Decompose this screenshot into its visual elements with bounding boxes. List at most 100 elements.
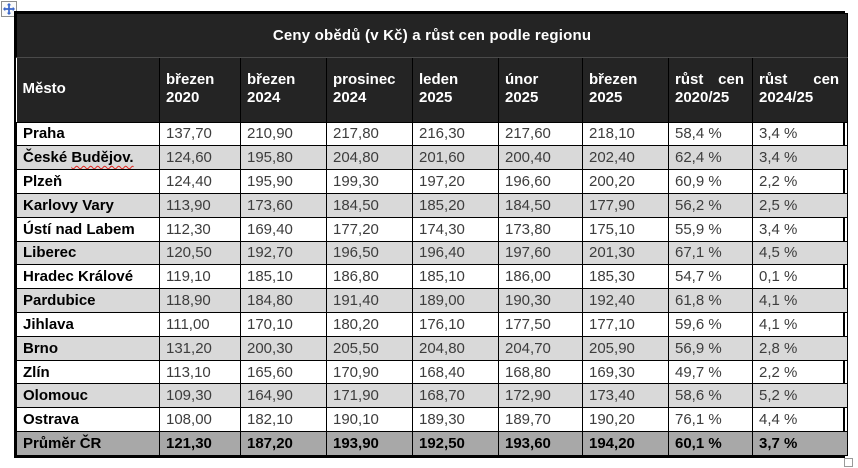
value-cell[interactable]: 174,30 bbox=[412, 216, 499, 242]
value-cell[interactable]: 170,90 bbox=[326, 359, 413, 385]
value-cell[interactable]: 190,20 bbox=[582, 407, 669, 433]
value-cell[interactable]: 2,2 % bbox=[751, 359, 849, 385]
city-cell[interactable]: Ostrava bbox=[16, 407, 160, 433]
value-cell[interactable]: 3,7 % bbox=[751, 431, 849, 456]
city-cell[interactable]: Hradec Králové bbox=[16, 264, 160, 290]
value-cell[interactable]: 109,30 bbox=[159, 383, 241, 409]
value-cell[interactable]: 192,50 bbox=[412, 431, 499, 456]
city-cell[interactable]: Brno bbox=[16, 335, 160, 361]
value-cell[interactable]: 218,10 bbox=[582, 121, 669, 147]
city-cell[interactable]: Zlín bbox=[16, 359, 160, 385]
value-cell[interactable]: 193,60 bbox=[498, 431, 583, 456]
value-cell[interactable]: 196,60 bbox=[498, 169, 583, 194]
value-cell[interactable]: 3,4 % bbox=[751, 121, 849, 147]
value-cell[interactable]: 2,8 % bbox=[751, 335, 849, 361]
value-cell[interactable]: 192,40 bbox=[582, 288, 669, 313]
value-cell[interactable]: 4,1 % bbox=[751, 288, 849, 313]
value-cell[interactable]: 177,50 bbox=[498, 312, 583, 337]
value-cell[interactable]: 190,30 bbox=[498, 288, 583, 313]
value-cell[interactable]: 168,70 bbox=[412, 383, 499, 409]
value-cell[interactable]: 200,20 bbox=[582, 169, 669, 194]
value-cell[interactable]: 194,20 bbox=[582, 431, 669, 456]
value-cell[interactable]: 113,90 bbox=[159, 192, 241, 218]
value-cell[interactable]: 185,10 bbox=[240, 264, 327, 290]
value-cell[interactable]: 217,60 bbox=[498, 121, 583, 147]
value-cell[interactable]: 124,40 bbox=[159, 169, 241, 194]
value-cell[interactable]: 185,30 bbox=[582, 264, 669, 290]
value-cell[interactable]: 189,30 bbox=[412, 407, 499, 433]
column-header-brezen-2025[interactable]: březen 2025 bbox=[582, 56, 669, 123]
value-cell[interactable]: 112,30 bbox=[159, 216, 241, 242]
city-cell[interactable]: Ústí nad Labem bbox=[16, 216, 160, 242]
value-cell[interactable]: 168,80 bbox=[498, 359, 583, 385]
value-cell[interactable]: 2,2 % bbox=[751, 169, 849, 194]
value-cell[interactable]: 204,70 bbox=[498, 335, 583, 361]
value-cell[interactable]: 164,90 bbox=[240, 383, 327, 409]
value-cell[interactable]: 171,90 bbox=[326, 383, 413, 409]
value-cell[interactable]: 4,1 % bbox=[751, 312, 849, 337]
value-cell[interactable]: 56,2 % bbox=[668, 192, 753, 218]
value-cell[interactable]: 200,30 bbox=[240, 335, 327, 361]
value-cell[interactable]: 176,10 bbox=[412, 312, 499, 337]
city-cell[interactable]: Praha bbox=[16, 121, 160, 147]
value-cell[interactable]: 170,10 bbox=[240, 312, 327, 337]
city-cell[interactable]: Karlovy Vary bbox=[16, 192, 160, 218]
value-cell[interactable]: 185,20 bbox=[412, 192, 499, 218]
city-cell[interactable]: Průměr ČR bbox=[16, 431, 160, 456]
value-cell[interactable]: 210,90 bbox=[240, 121, 327, 147]
city-cell[interactable]: Jihlava bbox=[16, 312, 160, 337]
value-cell[interactable]: 186,80 bbox=[326, 264, 413, 290]
value-cell[interactable]: 201,30 bbox=[582, 240, 669, 266]
value-cell[interactable]: 204,80 bbox=[326, 145, 413, 171]
column-header-brezen-2024[interactable]: březen 2024 bbox=[240, 56, 327, 123]
value-cell[interactable]: 0,1 % bbox=[751, 264, 849, 290]
value-cell[interactable]: 3,4 % bbox=[751, 145, 849, 171]
value-cell[interactable]: 173,40 bbox=[582, 383, 669, 409]
value-cell[interactable]: 169,40 bbox=[240, 216, 327, 242]
value-cell[interactable]: 62,4 % bbox=[668, 145, 753, 171]
value-cell[interactable]: 184,50 bbox=[326, 192, 413, 218]
value-cell[interactable]: 182,10 bbox=[240, 407, 327, 433]
column-header-unor-2025[interactable]: únor 2025 bbox=[498, 56, 583, 123]
value-cell[interactable]: 216,30 bbox=[412, 121, 499, 147]
value-cell[interactable]: 108,00 bbox=[159, 407, 241, 433]
value-cell[interactable]: 175,10 bbox=[582, 216, 669, 242]
value-cell[interactable]: 199,30 bbox=[326, 169, 413, 194]
value-cell[interactable]: 204,80 bbox=[412, 335, 499, 361]
value-cell[interactable]: 124,60 bbox=[159, 145, 241, 171]
value-cell[interactable]: 217,80 bbox=[326, 121, 413, 147]
table-move-handle[interactable] bbox=[1, 1, 17, 17]
city-cell[interactable]: České Budějov. bbox=[16, 145, 160, 171]
value-cell[interactable]: 189,70 bbox=[498, 407, 583, 433]
value-cell[interactable]: 49,7 % bbox=[668, 359, 753, 385]
value-cell[interactable]: 184,80 bbox=[240, 288, 327, 313]
value-cell[interactable]: 173,60 bbox=[240, 192, 327, 218]
value-cell[interactable]: 184,50 bbox=[498, 192, 583, 218]
value-cell[interactable]: 196,40 bbox=[412, 240, 499, 266]
city-cell[interactable]: Liberec bbox=[16, 240, 160, 266]
value-cell[interactable]: 58,6 % bbox=[668, 383, 753, 409]
value-cell[interactable]: 113,10 bbox=[159, 359, 241, 385]
value-cell[interactable]: 111,00 bbox=[159, 312, 241, 337]
value-cell[interactable]: 180,20 bbox=[326, 312, 413, 337]
city-cell[interactable]: Pardubice bbox=[16, 288, 160, 313]
column-header-rust-cen-2024-25[interactable]: růst cen 2024/25 bbox=[751, 56, 849, 123]
city-cell[interactable]: Olomouc bbox=[16, 383, 160, 409]
column-header-rust-cen-2020-25[interactable]: růst cen 2020/25 bbox=[668, 56, 753, 123]
value-cell[interactable]: 4,5 % bbox=[751, 240, 849, 266]
value-cell[interactable]: 185,10 bbox=[412, 264, 499, 290]
value-cell[interactable]: 121,30 bbox=[159, 431, 241, 456]
value-cell[interactable]: 4,4 % bbox=[751, 407, 849, 433]
value-cell[interactable]: 195,90 bbox=[240, 169, 327, 194]
value-cell[interactable]: 173,80 bbox=[498, 216, 583, 242]
value-cell[interactable]: 187,20 bbox=[240, 431, 327, 456]
city-cell[interactable]: Plzeň bbox=[16, 169, 160, 194]
column-header-leden-2025[interactable]: leden 2025 bbox=[412, 56, 499, 123]
value-cell[interactable]: 5,2 % bbox=[751, 383, 849, 409]
value-cell[interactable]: 120,50 bbox=[159, 240, 241, 266]
value-cell[interactable]: 56,9 % bbox=[668, 335, 753, 361]
value-cell[interactable]: 205,90 bbox=[582, 335, 669, 361]
value-cell[interactable]: 137,70 bbox=[159, 121, 241, 147]
value-cell[interactable]: 119,10 bbox=[159, 264, 241, 290]
value-cell[interactable]: 61,8 % bbox=[668, 288, 753, 313]
